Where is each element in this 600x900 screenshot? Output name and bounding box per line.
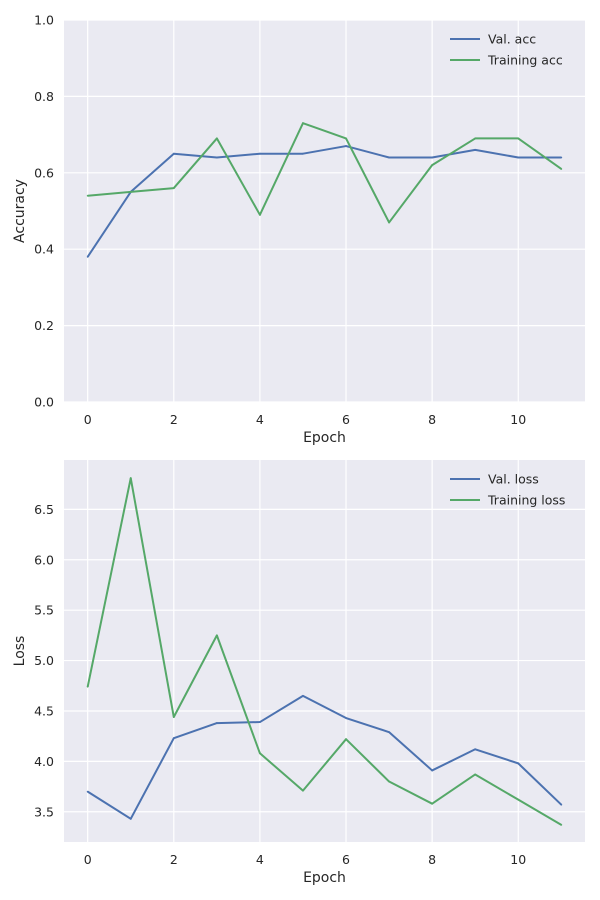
accuracy-y-tick-label: 0.8 bbox=[34, 89, 54, 104]
accuracy-data-point bbox=[517, 137, 520, 140]
loss-series-line-0 bbox=[87, 694, 563, 820]
accuracy-legend-label-1: Training acc bbox=[487, 53, 563, 68]
accuracy-data-point bbox=[388, 221, 390, 224]
accuracy-data-point bbox=[431, 156, 434, 159]
loss-x-tick-label: 10 bbox=[510, 852, 526, 867]
accuracy-x-tick-label: 10 bbox=[510, 412, 526, 427]
loss-data-point bbox=[129, 477, 132, 480]
accuracy-data-point bbox=[560, 156, 563, 159]
accuracy-y-tick-label: 0.6 bbox=[34, 165, 54, 180]
loss-data-point bbox=[302, 694, 304, 697]
loss-legend-label-0: Val. loss bbox=[488, 472, 539, 487]
loss-data-point bbox=[474, 748, 477, 751]
loss-data-point bbox=[431, 802, 434, 805]
accuracy-data-point bbox=[259, 152, 261, 155]
loss-data-point bbox=[388, 731, 390, 734]
accuracy-data-point bbox=[215, 156, 218, 159]
loss-y-tick-label: 5.0 bbox=[34, 653, 54, 668]
accuracy-data-point bbox=[431, 164, 434, 167]
accuracy-x-tick-label: 2 bbox=[170, 412, 178, 427]
loss-data-point bbox=[474, 773, 477, 776]
accuracy-data-point bbox=[302, 152, 304, 155]
accuracy-x-tick-label: 6 bbox=[342, 412, 350, 427]
accuracy-x-tick-label: 4 bbox=[256, 412, 264, 427]
accuracy-series-line-1 bbox=[87, 122, 562, 224]
accuracy-data-point bbox=[388, 156, 390, 159]
loss-y-tick-label: 4.5 bbox=[34, 703, 54, 718]
loss-legend-label-1: Training loss bbox=[487, 493, 565, 508]
loss-data-point bbox=[172, 737, 175, 740]
accuracy-data-point bbox=[215, 137, 218, 140]
loss-y-tick-label: 3.5 bbox=[34, 804, 54, 819]
accuracy-data-point bbox=[517, 156, 520, 159]
loss-data-point bbox=[86, 685, 89, 688]
accuracy-data-point bbox=[86, 255, 89, 258]
loss-chart: 3.5 4.0 4.5 5.0 5.5 6.0 6.5 0 2 4 6 8 10 Epoch Loss Val… bbox=[12, 460, 585, 886]
accuracy-y-tick-label: 0.4 bbox=[34, 242, 54, 257]
loss-data-point bbox=[259, 721, 261, 723]
loss-data-point bbox=[517, 798, 520, 801]
accuracy-x-tick-label: 0 bbox=[84, 412, 92, 427]
loss-data-point bbox=[302, 789, 304, 792]
accuracy-chart: 0.0 0.2 0.4 0.6 0.8 1.0 0 2 4 6 8 10 Epoch Accuracy Va… bbox=[12, 13, 585, 446]
accuracy-data-point bbox=[129, 191, 132, 193]
accuracy-data-point bbox=[86, 194, 89, 197]
accuracy-data-point bbox=[259, 213, 261, 216]
loss-plot-area bbox=[64, 460, 585, 842]
loss-x-tick-label: 4 bbox=[256, 852, 264, 867]
accuracy-data-point bbox=[172, 187, 175, 189]
accuracy-data-point bbox=[345, 145, 347, 147]
accuracy-y-tick-label: 1.0 bbox=[34, 13, 54, 28]
accuracy-data-point bbox=[474, 137, 477, 140]
loss-data-point bbox=[431, 769, 434, 772]
accuracy-y-tick-label: 0.0 bbox=[34, 395, 54, 410]
accuracy-data-point bbox=[474, 148, 477, 151]
loss-data-point bbox=[172, 716, 175, 718]
loss-data-point bbox=[215, 634, 218, 637]
accuracy-legend-label-0: Val. acc bbox=[488, 32, 536, 47]
loss-x-tick-label: 0 bbox=[84, 852, 92, 867]
accuracy-data-point bbox=[172, 152, 175, 155]
loss-data-point bbox=[388, 780, 390, 783]
loss-data-point bbox=[345, 717, 347, 719]
loss-data-point bbox=[215, 722, 218, 724]
loss-data-point bbox=[259, 752, 261, 755]
accuracy-series-line-0 bbox=[86, 145, 562, 258]
accuracy-data-point bbox=[302, 122, 304, 125]
loss-data-point bbox=[129, 817, 132, 820]
loss-x-tick-label: 8 bbox=[428, 852, 436, 867]
loss-y-tick-label: 4.0 bbox=[34, 754, 54, 769]
loss-data-point bbox=[560, 803, 563, 806]
loss-data-point bbox=[517, 762, 520, 765]
loss-data-point bbox=[560, 823, 563, 826]
loss-y-tick-label: 5.5 bbox=[34, 603, 54, 618]
accuracy-y-axis-label: Accuracy bbox=[12, 179, 28, 243]
loss-x-axis-label: Epoch bbox=[303, 870, 346, 886]
loss-y-tick-label: 6.0 bbox=[34, 552, 54, 567]
accuracy-data-point bbox=[345, 137, 347, 140]
loss-y-tick-label: 6.5 bbox=[34, 502, 54, 517]
loss-x-tick-label: 2 bbox=[170, 852, 178, 867]
loss-data-point bbox=[345, 738, 347, 741]
loss-y-axis-label: Loss bbox=[12, 636, 28, 667]
loss-x-tick-label: 6 bbox=[342, 852, 350, 867]
accuracy-y-tick-label: 0.2 bbox=[34, 318, 54, 333]
accuracy-plot-area bbox=[64, 20, 585, 402]
loss-data-point bbox=[86, 790, 89, 793]
accuracy-data-point bbox=[560, 168, 563, 170]
accuracy-x-tick-label: 8 bbox=[428, 412, 436, 427]
accuracy-x-axis-label: Epoch bbox=[303, 430, 346, 446]
loss-series-line-1 bbox=[86, 477, 562, 826]
